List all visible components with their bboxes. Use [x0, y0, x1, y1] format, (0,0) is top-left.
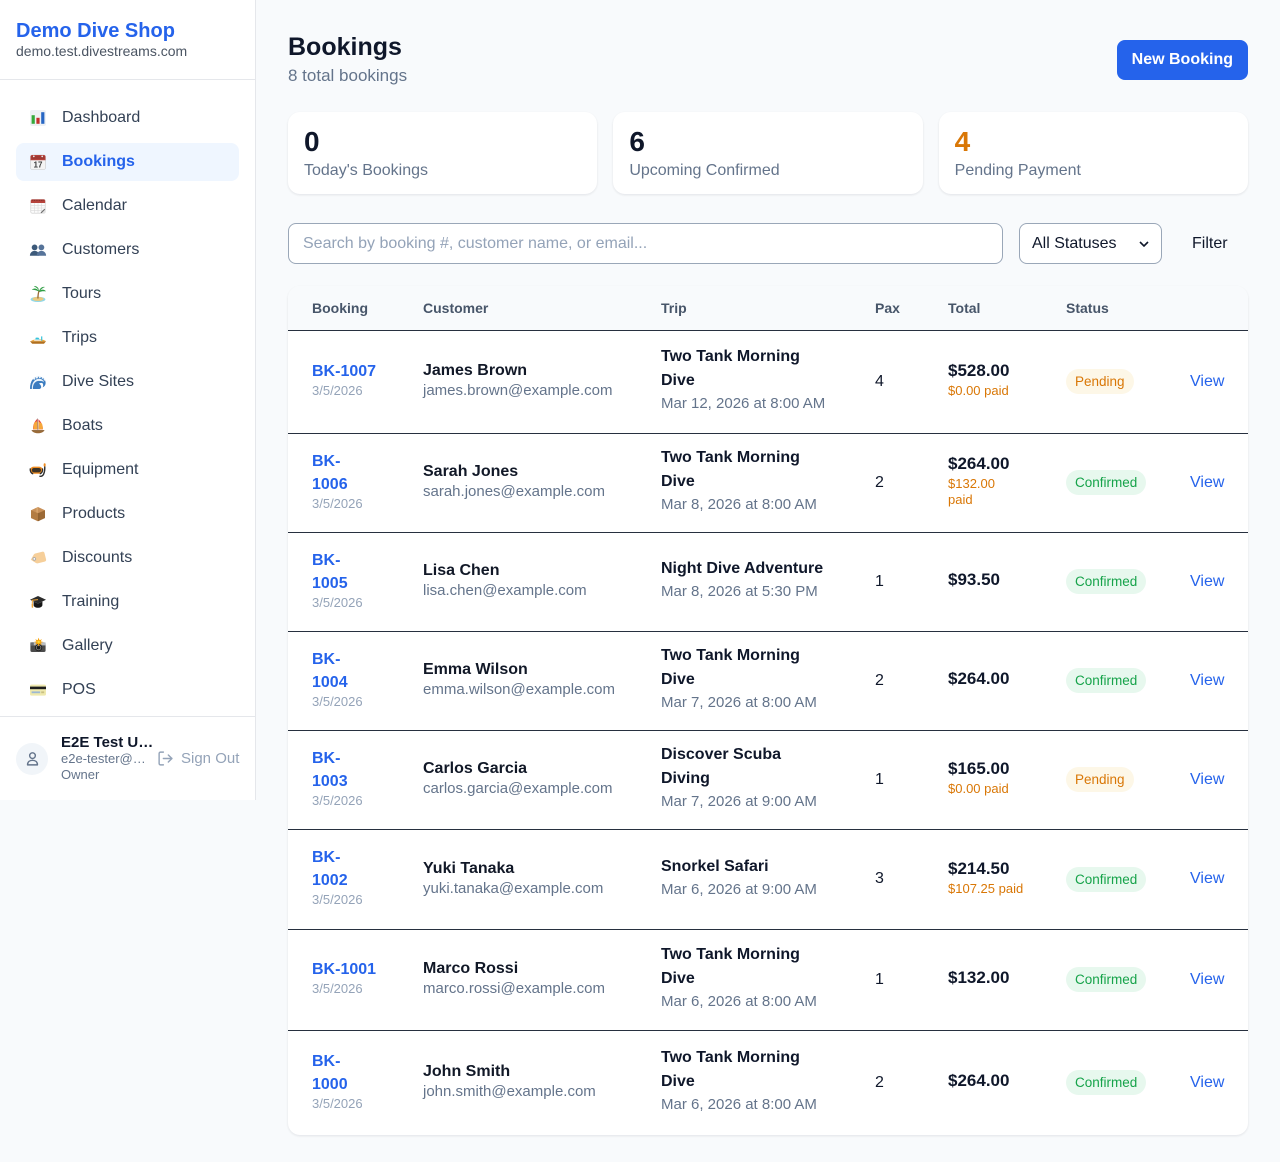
svg-text:17: 17 [34, 161, 43, 170]
